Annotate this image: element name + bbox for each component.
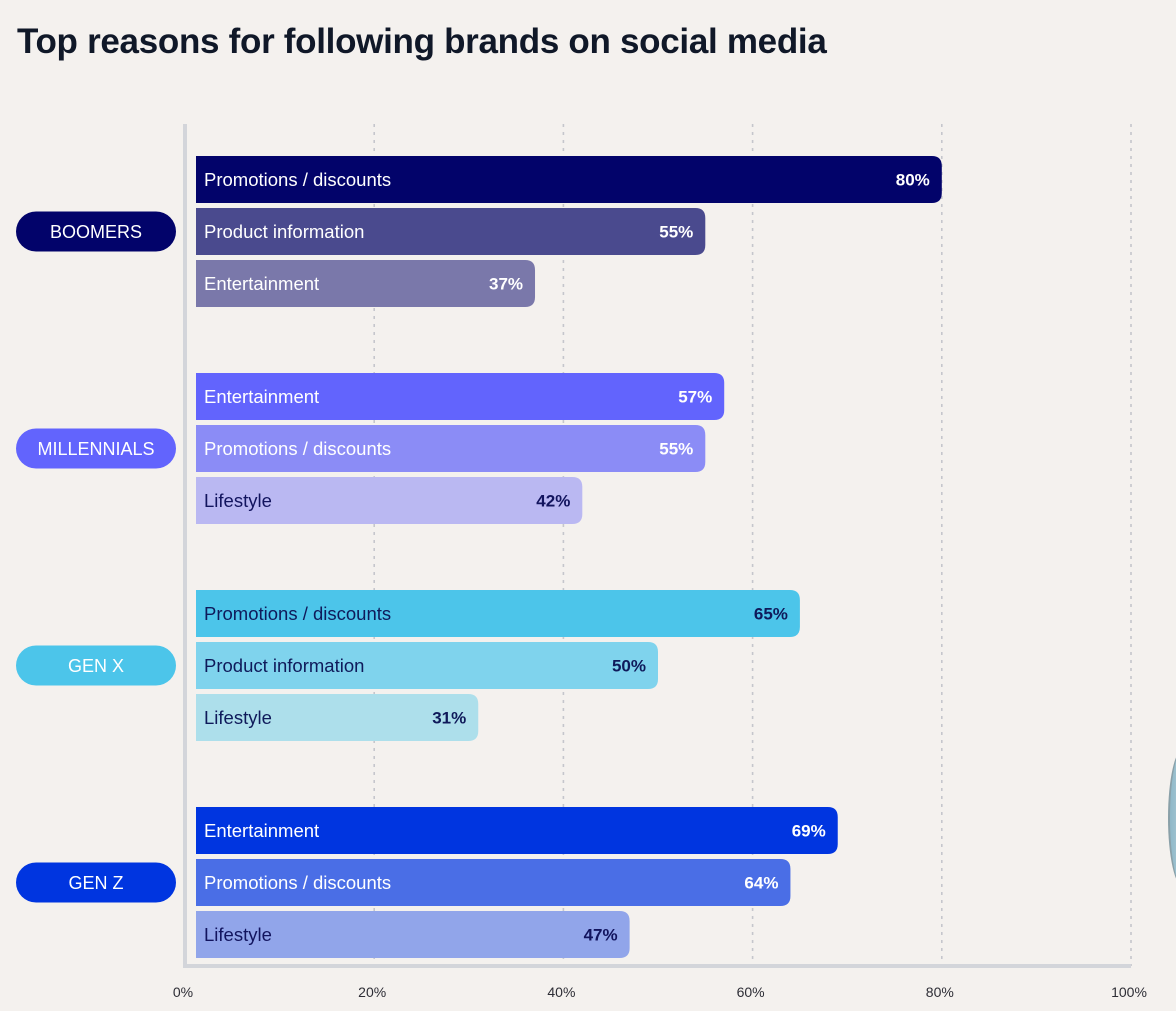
bar-value-label: 47% <box>584 926 618 945</box>
bar-category-label: Entertainment <box>204 820 319 841</box>
bar-category-label: Promotions / discounts <box>204 169 391 190</box>
bar <box>196 425 706 472</box>
bar <box>196 156 942 203</box>
bar <box>196 911 630 958</box>
bar-value-label: 37% <box>489 275 523 294</box>
group-pill: BOOMERS <box>16 211 176 252</box>
bar-category-label: Product information <box>204 221 364 242</box>
axes <box>183 124 1131 968</box>
group-labels: BOOMERS MILLENNIALS GEN X GEN Z <box>16 211 176 903</box>
bar-category-label: Promotions / discounts <box>204 438 391 459</box>
decorative-image-fragment <box>1168 748 1176 888</box>
group-pill-background <box>16 428 176 469</box>
group-name-label: BOOMERS <box>50 222 142 242</box>
group-name-label: GEN Z <box>68 873 123 893</box>
bar-category-label: Promotions / discounts <box>204 872 391 893</box>
bar <box>196 694 479 741</box>
bar-category-label: Lifestyle <box>204 707 272 728</box>
bar-category-label: Entertainment <box>204 386 319 407</box>
x-tick-label: 60% <box>737 984 765 1000</box>
bar-category-label: Promotions / discounts <box>204 603 391 624</box>
group-name-label: MILLENNIALS <box>37 439 154 459</box>
group-pill: MILLENNIALS <box>16 428 176 469</box>
bar-value-label: 55% <box>659 440 693 459</box>
bar-category-label: Entertainment <box>204 273 319 294</box>
bar-group: Promotions / discounts 65% Product informa… <box>196 590 800 741</box>
bar <box>196 807 838 854</box>
bar <box>196 260 536 307</box>
bars: Promotions / discounts 80% Product informa… <box>196 156 942 958</box>
x-axis-ticks: 0% 20% 40% 60% 80% 100% <box>173 984 1147 1000</box>
bar <box>196 590 800 637</box>
bar-category-label: Product information <box>204 655 364 676</box>
bar-value-label: 31% <box>432 709 466 728</box>
group-pill: GEN Z <box>16 862 176 903</box>
x-tick-label: 100% <box>1111 984 1147 1000</box>
bar-value-label: 55% <box>659 223 693 242</box>
x-tick-label: 20% <box>358 984 386 1000</box>
bar-category-label: Lifestyle <box>204 924 272 945</box>
bar-group: Entertainment 69% Promotions / discounts 64… <box>196 807 838 958</box>
x-tick-label: 0% <box>173 984 193 1000</box>
group-pill-background <box>16 645 176 686</box>
group-pill: GEN X <box>16 645 176 686</box>
x-tick-label: 80% <box>926 984 954 1000</box>
x-tick-label: 40% <box>547 984 575 1000</box>
bar <box>196 859 791 906</box>
group-pill-background <box>16 211 176 252</box>
bar-group: Promotions / discounts 80% Product informa… <box>196 156 942 307</box>
group-pill-background <box>16 862 176 903</box>
chart-title: Top reasons for following brands on soci… <box>17 22 827 61</box>
bar <box>196 477 583 524</box>
bar-value-label: 64% <box>744 874 778 893</box>
bar-value-label: 69% <box>792 822 826 841</box>
group-name-label: GEN X <box>68 656 124 676</box>
bar <box>196 642 658 689</box>
bar-group: Entertainment 57% Promotions / discounts 55… <box>196 373 725 524</box>
bar-value-label: 50% <box>612 657 646 676</box>
bar-value-label: 80% <box>896 171 930 190</box>
bar <box>196 208 706 255</box>
bar <box>196 373 725 420</box>
bar-value-label: 65% <box>754 605 788 624</box>
bar-value-label: 57% <box>678 388 712 407</box>
bar-value-label: 42% <box>536 492 570 511</box>
bar-category-label: Lifestyle <box>204 490 272 511</box>
